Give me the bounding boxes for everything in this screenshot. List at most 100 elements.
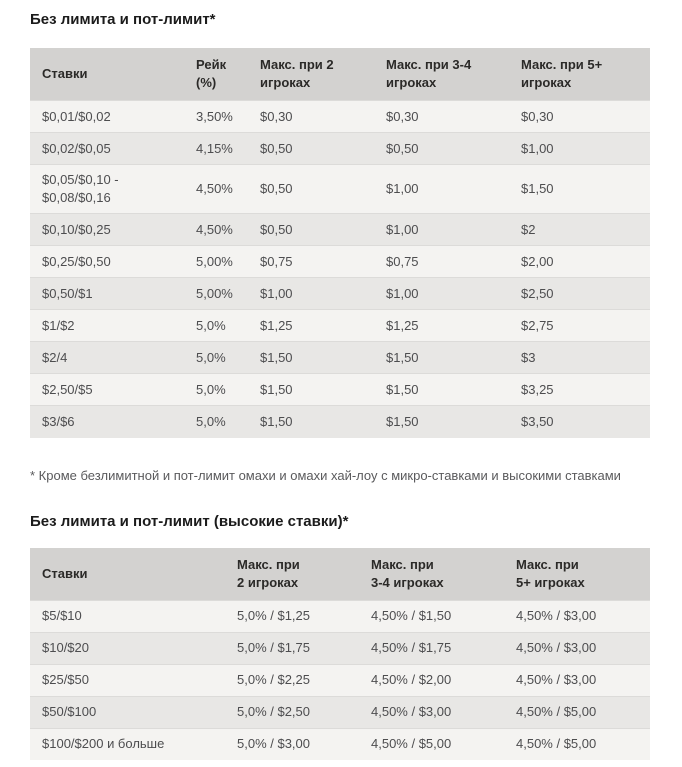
column-header: Макс. при 2 игроках <box>248 48 374 101</box>
table-cell: 5,0% / $2,25 <box>225 663 359 696</box>
table-cell: 5,0% / $3,00 <box>225 727 359 760</box>
rake-table-high-stakes: Ставки Макс. при 2 игроках Макс. при 3-4 и… <box>30 547 650 760</box>
table-cell: $0,50 <box>248 213 374 246</box>
table-row: $2/4 5,0% $1,50 $1,50 $3 <box>30 341 650 374</box>
footnote: * Кроме безлимитной и пот-лимит омахи и … <box>30 467 621 483</box>
table-cell: $3,25 <box>509 373 650 406</box>
table-cell: $0,01/$0,02 <box>30 100 184 133</box>
column-header: Ставки <box>30 547 225 600</box>
table-header: Ставки Рейк (%) Макс. при 2 игроках Макс. п… <box>30 48 650 101</box>
table-cell: $3/$6 <box>30 405 184 438</box>
table-cell: $2/4 <box>30 341 184 374</box>
table-cell: 5,0% / $2,50 <box>225 695 359 728</box>
table-cell: 4,50% / $3,00 <box>504 631 650 664</box>
table-cell: $0,50 <box>374 132 509 165</box>
table-cell: 4,50% / $5,00 <box>359 727 504 760</box>
table-row: $0,50/$1 5,00% $1,00 $1,00 $2,50 <box>30 277 650 310</box>
table-cell: $1,00 <box>374 213 509 246</box>
table-cell: $1,25 <box>374 309 509 342</box>
table-cell: $25/$50 <box>30 663 225 696</box>
table-body: $0,01/$0,02 3,50% $0,30 $0,30 $0,30 $0,02/$0,… <box>30 100 650 438</box>
table-cell: $0,02/$0,05 <box>30 132 184 165</box>
column-header: Макс. при 5+ игроках <box>504 547 650 600</box>
table-cell: $1,00 <box>509 132 650 165</box>
table-cell: $0,50 <box>248 132 374 165</box>
table-row: $50/$100 5,0% / $2,50 4,50% / $3,00 4,50% /… <box>30 695 650 728</box>
table-row: $0,01/$0,02 3,50% $0,30 $0,30 $0,30 <box>30 100 650 133</box>
table-row: $0,10/$0,25 4,50% $0,50 $1,00 $2 <box>30 213 650 246</box>
section-title-high-stakes: Без лимита и пот-лимит (высокие ставки)* <box>30 512 349 530</box>
table-cell: $0,10/$0,25 <box>30 213 184 246</box>
table-cell: 5,00% <box>184 277 248 310</box>
table-cell: 4,50% / $1,50 <box>359 599 504 632</box>
table-cell: $1,50 <box>248 373 374 406</box>
table-header: Ставки Макс. при 2 игроках Макс. при 3-4 и… <box>30 547 650 600</box>
table-cell: $50/$100 <box>30 695 225 728</box>
table-cell: $0,50 <box>248 164 374 214</box>
table-cell: $5/$10 <box>30 599 225 632</box>
column-header: Макс. при 2 игроках <box>225 547 359 600</box>
table-row: $0,05/$0,10 - $0,08/$0,16 4,50% $0,50 $1,00… <box>30 164 650 214</box>
header-row: Ставки Макс. при 2 игроках Макс. при 3-4 и… <box>30 547 650 600</box>
table-row: $2,50/$5 5,0% $1,50 $1,50 $3,25 <box>30 373 650 406</box>
table-cell: $1,50 <box>374 405 509 438</box>
table-cell: $1,00 <box>374 277 509 310</box>
table-cell: $1,50 <box>374 373 509 406</box>
table-cell: $2,50/$5 <box>30 373 184 406</box>
table-cell: $1,25 <box>248 309 374 342</box>
table-cell: $2,75 <box>509 309 650 342</box>
table-row: $100/$200 и больше 5,0% / $3,00 4,50% / $5… <box>30 727 650 760</box>
column-header: Ставки <box>30 48 184 101</box>
table-cell: 4,50% <box>184 213 248 246</box>
table-cell: $0,30 <box>509 100 650 133</box>
table-row: $25/$50 5,0% / $2,25 4,50% / $2,00 4,50% / … <box>30 663 650 696</box>
table-cell: $10/$20 <box>30 631 225 664</box>
table-cell: $0,25/$0,50 <box>30 245 184 278</box>
table-cell: $0,75 <box>374 245 509 278</box>
table-cell: 4,50% / $3,00 <box>504 663 650 696</box>
rake-table-no-limit-pot-limit: Ставки Рейк (%) Макс. при 2 игроках Макс. п… <box>30 48 650 438</box>
table-cell: 5,00% <box>184 245 248 278</box>
table-cell: 4,50% / $2,00 <box>359 663 504 696</box>
table-cell: 5,0% <box>184 341 248 374</box>
table-cell: $2,00 <box>509 245 650 278</box>
header-row: Ставки Рейк (%) Макс. при 2 игроках Макс. п… <box>30 48 650 101</box>
table-cell: 5,0% <box>184 309 248 342</box>
table-cell: $1,50 <box>509 164 650 214</box>
table-cell: 4,15% <box>184 132 248 165</box>
table-cell: 5,0% / $1,25 <box>225 599 359 632</box>
table-cell: $100/$200 и больше <box>30 727 225 760</box>
table-cell: $0,05/$0,10 - $0,08/$0,16 <box>30 164 184 214</box>
table-cell: 4,50% / $5,00 <box>504 727 650 760</box>
table-cell: $0,30 <box>374 100 509 133</box>
table-row: $3/$6 5,0% $1,50 $1,50 $3,50 <box>30 405 650 438</box>
table-cell: 3,50% <box>184 100 248 133</box>
table-body: $5/$10 5,0% / $1,25 4,50% / $1,50 4,50% / $… <box>30 599 650 760</box>
table-cell: 4,50% / $3,00 <box>359 695 504 728</box>
table-row: $1/$2 5,0% $1,25 $1,25 $2,75 <box>30 309 650 342</box>
table-cell: 5,0% / $1,75 <box>225 631 359 664</box>
table-cell: 4,50% / $1,75 <box>359 631 504 664</box>
column-header: Макс. при 3-4 игроках <box>359 547 504 600</box>
table-cell: $0,75 <box>248 245 374 278</box>
table-cell: $3 <box>509 341 650 374</box>
column-header: Рейк (%) <box>184 48 248 101</box>
table-cell: 4,50% / $5,00 <box>504 695 650 728</box>
section-title-no-limit-pot-limit: Без лимита и пот-лимит* <box>30 11 216 28</box>
table-cell: 5,0% <box>184 405 248 438</box>
table-row: $5/$10 5,0% / $1,25 4,50% / $1,50 4,50% / $… <box>30 599 650 632</box>
table-cell: $2 <box>509 213 650 246</box>
table-cell: $1,50 <box>248 341 374 374</box>
table-cell: $3,50 <box>509 405 650 438</box>
table-cell: 5,0% <box>184 373 248 406</box>
table-cell: $0,50/$1 <box>30 277 184 310</box>
table-cell: $1,00 <box>248 277 374 310</box>
table-cell: $1/$2 <box>30 309 184 342</box>
table-cell: $1,00 <box>374 164 509 214</box>
table-cell: 4,50% / $3,00 <box>504 599 650 632</box>
column-header: Макс. при 3-4 игроках <box>374 48 509 101</box>
table-cell: 4,50% <box>184 164 248 214</box>
table-row: $0,25/$0,50 5,00% $0,75 $0,75 $2,00 <box>30 245 650 278</box>
table-cell: $0,30 <box>248 100 374 133</box>
